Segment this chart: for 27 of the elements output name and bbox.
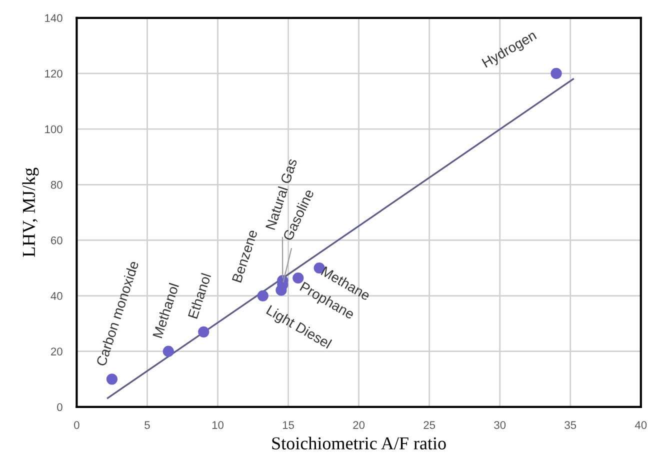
x-tick-label: 30: [494, 421, 506, 429]
y-tick-label: 0: [57, 403, 62, 412]
y-tick-label: 20: [51, 348, 62, 356]
annotation: Ethanol: [188, 272, 212, 319]
x-tick-label: 15: [282, 421, 294, 429]
point: [162, 346, 174, 357]
x-tick-label: 0: [74, 421, 80, 429]
point: [550, 68, 562, 80]
y-tick-label: 40: [50, 292, 62, 300]
y-tick-label: 140: [45, 14, 62, 22]
point: [292, 272, 304, 284]
x-tick-label: 25: [424, 421, 436, 429]
y-tick-label: 80: [50, 180, 62, 189]
y-tick-label: 100: [45, 125, 62, 134]
point: [276, 284, 287, 296]
y-tick-label: 60: [51, 236, 62, 244]
point: [198, 326, 210, 338]
point: [257, 290, 268, 302]
x-tick-label: 20: [353, 421, 365, 429]
y-tick-label: 120: [45, 70, 62, 78]
y-axis-title: LHV, MJ/kg: [22, 168, 39, 257]
x-tick-label: 35: [564, 421, 576, 429]
x-tick-label: 5: [144, 421, 150, 429]
x-axis-title: Stoichiometric A/F ratio: [272, 436, 446, 450]
x-tick-label: 40: [634, 421, 647, 429]
x-tick-label: 10: [212, 421, 224, 429]
point: [106, 374, 118, 385]
